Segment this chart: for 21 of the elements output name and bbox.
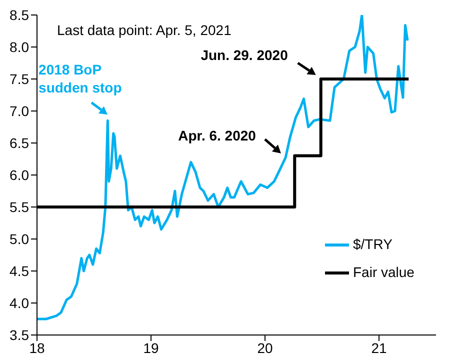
legend-label: Fair value (353, 264, 414, 280)
y-tick-label: 7.0 (10, 102, 30, 119)
x-tick-label: 19 (143, 340, 159, 356)
x-tick-label: 20 (257, 340, 273, 356)
annotation: Last data point: Apr. 5, 2021 (57, 22, 232, 38)
y-tick-label: 4.0 (10, 294, 30, 311)
y-tick-label: 7.5 (10, 70, 30, 87)
y-tick-label: 5.0 (10, 230, 30, 247)
y-tick-label: 8.5 (10, 6, 30, 23)
y-tick-label: 5.5 (10, 198, 30, 215)
y-tick-label: 6.5 (10, 134, 30, 151)
annotation: Apr. 6. 2020 (178, 127, 256, 144)
annotation: Jun. 29. 2020 (200, 47, 288, 63)
y-tick-label: 4.5 (10, 262, 30, 279)
legend-label: $/TRY (353, 236, 392, 252)
x-tick-label: 18 (29, 340, 45, 356)
x-tick-label: 21 (371, 340, 387, 356)
y-tick-label: 3.5 (10, 326, 30, 343)
y-tick-label: 8.0 (10, 38, 30, 55)
annotation: 2018 BoP sudden stop (38, 62, 122, 96)
y-tick-label: 6.0 (10, 166, 30, 183)
